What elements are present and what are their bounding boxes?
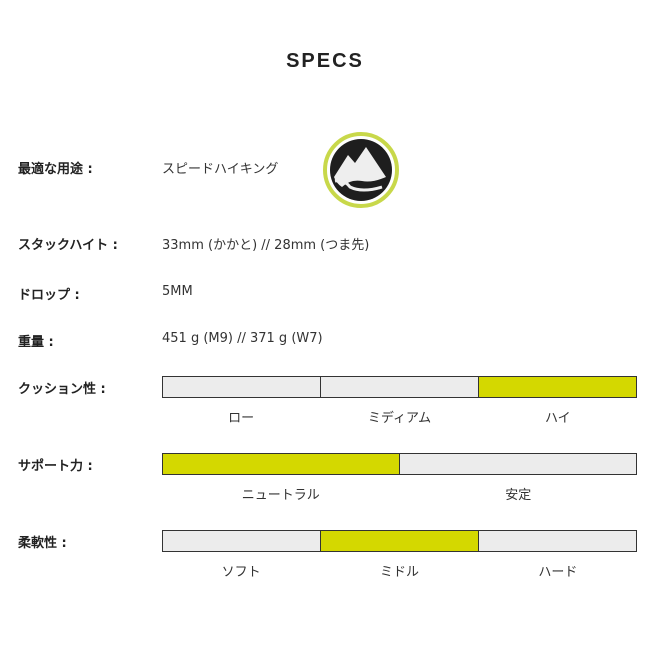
cushioning-segment-label: ハイ	[544, 411, 571, 426]
stack-height-value: 33mm (かかと) // 28mm (つま先)	[162, 238, 370, 253]
weight-label: 重量 :	[18, 335, 54, 350]
flexibility-segment	[479, 531, 636, 551]
stack-height-label: スタックハイト :	[18, 238, 118, 253]
support-scale-labels: ニュートラル 安定	[162, 484, 637, 503]
weight-value: 451 g (M9) // 371 g (W7)	[162, 331, 323, 346]
best-use-label: 最適な用途 :	[18, 162, 93, 177]
cushioning-segment	[479, 377, 636, 397]
cushioning-label: クッション性 :	[18, 382, 106, 397]
support-segment-label: 安定	[505, 488, 532, 503]
specs-title: SPECS	[286, 50, 364, 72]
support-label: サポート力 :	[18, 459, 93, 474]
support-segment	[163, 454, 400, 474]
best-use-value: スピードハイキング	[162, 162, 279, 177]
support-segment-label: ニュートラル	[241, 488, 320, 503]
cushioning-segment-label: ロー	[228, 411, 255, 426]
flexibility-segment-label: ハード	[538, 565, 578, 580]
flexibility-segment	[163, 531, 321, 551]
support-segment	[400, 454, 636, 474]
cushioning-segment	[163, 377, 321, 397]
cushioning-scale-bar	[162, 376, 637, 398]
cushioning-segment	[321, 377, 479, 397]
flexibility-segment	[321, 531, 479, 551]
drop-label: ドロップ :	[18, 288, 80, 303]
speed-hiking-mountain-icon	[323, 132, 399, 208]
cushioning-segment-label: ミディアム	[367, 411, 432, 426]
cushioning-scale-labels: ロー ミディアム ハイ	[162, 407, 637, 426]
flexibility-scale-labels: ソフト ミドル ハード	[162, 561, 637, 580]
flexibility-segment-label: ミドル	[379, 565, 419, 580]
drop-value: 5MM	[162, 284, 193, 299]
support-scale-bar	[162, 453, 637, 475]
flexibility-label: 柔軟性 :	[18, 536, 67, 551]
flexibility-scale-bar	[162, 530, 637, 552]
flexibility-segment-label: ソフト	[221, 565, 261, 580]
